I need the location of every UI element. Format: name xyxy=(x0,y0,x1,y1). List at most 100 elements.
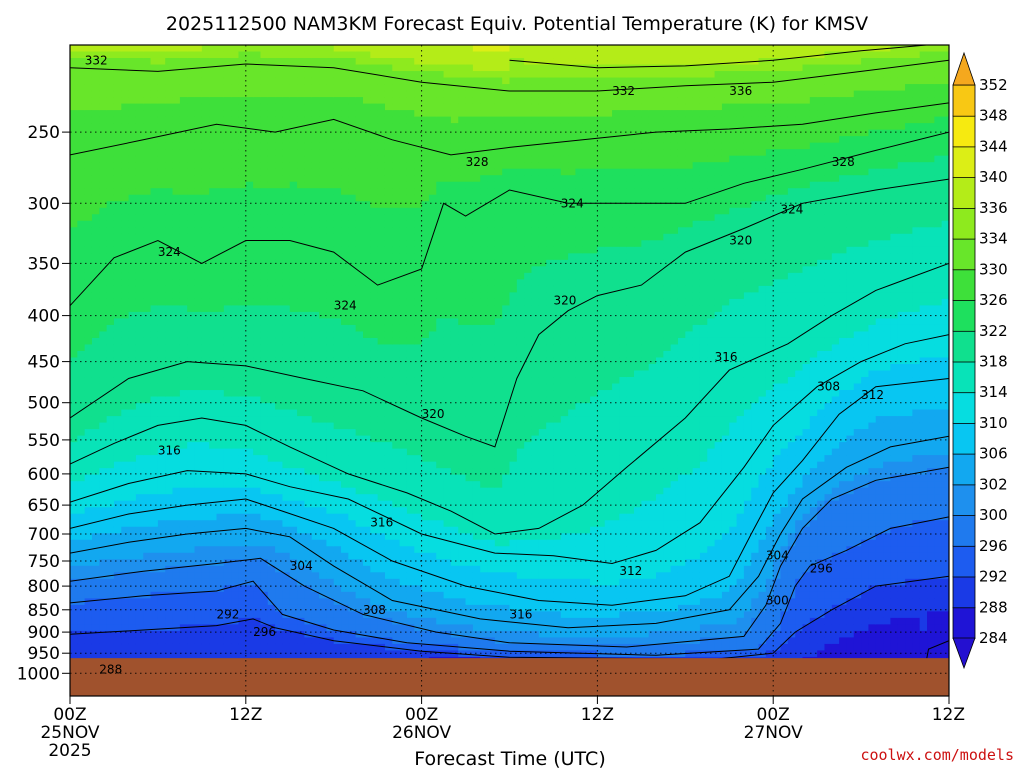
field-cell xyxy=(179,285,188,293)
field-cell xyxy=(282,97,291,105)
field-cell xyxy=(406,513,415,521)
field-cell xyxy=(377,97,386,105)
field-cell xyxy=(150,259,159,267)
field-cell xyxy=(201,116,210,124)
field-cell xyxy=(355,142,364,150)
field-cell xyxy=(304,416,313,424)
field-cell xyxy=(157,448,166,456)
field-cell xyxy=(333,188,342,196)
field-cell xyxy=(77,604,86,612)
field-cell xyxy=(113,162,122,170)
field-cell xyxy=(135,350,144,359)
field-cell xyxy=(84,162,93,170)
field-cell xyxy=(311,201,320,209)
field-cell xyxy=(319,442,327,450)
field-cell xyxy=(245,442,254,450)
field-cell xyxy=(223,97,232,105)
field-cell xyxy=(275,637,284,645)
field-cell xyxy=(377,565,386,573)
field-cell xyxy=(113,350,122,359)
field-cell xyxy=(91,350,100,359)
field-cell xyxy=(135,97,144,105)
field-cell xyxy=(99,624,108,632)
field-cell xyxy=(245,175,254,183)
field-cell xyxy=(128,58,137,66)
field-cell xyxy=(91,194,100,202)
field-cell xyxy=(135,363,144,372)
field-cell xyxy=(201,214,210,222)
field-cell xyxy=(194,442,203,450)
field-cell xyxy=(150,396,159,404)
field-cell xyxy=(84,416,93,424)
field-cell xyxy=(201,578,210,586)
field-cell xyxy=(267,344,276,352)
field-cell xyxy=(363,422,371,430)
field-cell xyxy=(245,311,254,320)
field-cell xyxy=(231,162,240,170)
field-cell xyxy=(223,585,232,593)
field-cell xyxy=(406,494,415,502)
field-cell xyxy=(135,637,144,645)
field-cell xyxy=(333,383,342,391)
field-cell xyxy=(348,591,357,599)
field-cell xyxy=(194,578,203,586)
field-cell xyxy=(333,220,342,228)
field-cell xyxy=(70,546,78,554)
field-cell xyxy=(245,604,254,612)
field-cell xyxy=(187,344,196,352)
field-cell xyxy=(311,409,320,417)
field-cell xyxy=(223,181,232,189)
field-cell xyxy=(392,416,401,424)
field-cell xyxy=(223,552,232,560)
field-cell xyxy=(216,155,225,163)
field-cell xyxy=(216,253,225,261)
field-cell xyxy=(289,272,298,280)
field-cell xyxy=(260,585,269,593)
field-cell xyxy=(384,448,393,456)
field-cell xyxy=(297,357,305,365)
field-cell xyxy=(143,350,152,359)
field-cell xyxy=(333,233,342,241)
field-cell xyxy=(333,416,342,424)
field-cell xyxy=(406,272,415,280)
field-cell xyxy=(106,45,115,53)
field-cell xyxy=(245,220,254,228)
field-cell xyxy=(70,585,78,593)
field-cell xyxy=(157,233,166,241)
field-cell xyxy=(392,585,401,593)
field-cell xyxy=(201,396,210,404)
field-cell xyxy=(121,324,130,333)
field-cell xyxy=(392,643,401,652)
field-cell xyxy=(326,207,335,215)
field-cell xyxy=(165,103,174,111)
field-cell xyxy=(113,474,122,482)
field-cell xyxy=(231,578,240,586)
field-cell xyxy=(392,175,401,183)
field-cell xyxy=(289,487,298,495)
field-cell xyxy=(355,344,364,352)
field-cell xyxy=(289,181,298,189)
field-cell xyxy=(187,403,196,411)
field-cell xyxy=(319,643,327,652)
field-cell xyxy=(106,435,115,443)
field-cell xyxy=(245,240,254,248)
field-cell xyxy=(135,409,144,417)
field-cell xyxy=(421,58,430,66)
field-cell xyxy=(121,572,130,580)
field-cell xyxy=(304,429,313,437)
field-cell xyxy=(348,572,357,580)
field-cell xyxy=(333,377,342,385)
field-cell xyxy=(399,481,408,489)
field-cell xyxy=(414,350,423,359)
field-cell xyxy=(143,539,152,547)
field-cell xyxy=(194,214,203,222)
field-cell xyxy=(428,318,437,326)
field-cell xyxy=(304,598,313,606)
field-cell xyxy=(392,422,401,430)
field-cell xyxy=(91,305,100,313)
field-cell xyxy=(363,58,371,66)
field-cell xyxy=(428,194,437,202)
field-cell xyxy=(384,246,393,254)
field-cell xyxy=(421,64,430,72)
field-cell xyxy=(333,311,342,320)
